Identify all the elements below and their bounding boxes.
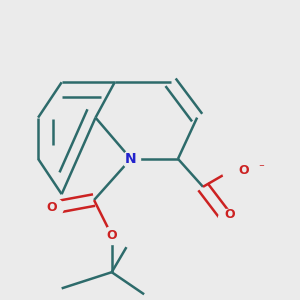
Text: ⁻: ⁻ <box>258 163 264 173</box>
Text: O: O <box>106 229 117 242</box>
Text: N: N <box>125 152 137 166</box>
Text: O: O <box>224 208 235 221</box>
Text: O: O <box>46 201 57 214</box>
Text: O: O <box>238 164 249 177</box>
